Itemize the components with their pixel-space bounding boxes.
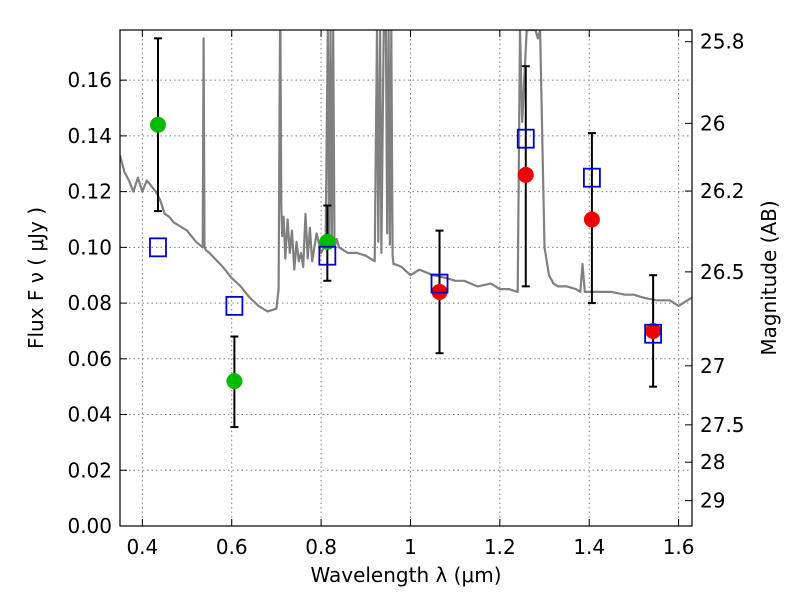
y-tick-label: 0.08 bbox=[67, 291, 112, 315]
x-tick-label: 0.8 bbox=[305, 535, 337, 559]
right-tick-label: 26.5 bbox=[700, 260, 745, 284]
x-tick-label: 1 bbox=[404, 535, 417, 559]
photometry-point bbox=[226, 373, 243, 390]
photometry-point bbox=[645, 322, 662, 339]
y-tick-label: 0.06 bbox=[67, 347, 112, 371]
y-tick-label: 0.16 bbox=[67, 68, 112, 92]
x-tick-label: 0.4 bbox=[126, 535, 158, 559]
right-tick-label: 27 bbox=[700, 354, 725, 378]
right-tick-label: 26.2 bbox=[700, 179, 745, 203]
spectrum-line bbox=[120, 30, 692, 313]
x-tick-label: 1.2 bbox=[484, 535, 516, 559]
y-tick-label: 0.14 bbox=[67, 124, 112, 148]
right-tick-label: 28 bbox=[700, 450, 725, 474]
model-square-marker bbox=[225, 295, 244, 316]
right-tick-label: 29 bbox=[700, 489, 725, 513]
model-square-marker bbox=[318, 245, 337, 266]
x-tick-label: 0.6 bbox=[216, 535, 248, 559]
x-axis-title: Wavelength λ (μm) bbox=[310, 563, 501, 587]
photometry-point bbox=[517, 166, 534, 183]
right-axis-title: Magnitude (AB) bbox=[757, 200, 781, 355]
right-tick-label: 26 bbox=[700, 111, 725, 135]
photometry-point bbox=[149, 116, 166, 133]
right-tick-label: 25.8 bbox=[700, 30, 745, 54]
data-markers bbox=[149, 116, 663, 390]
plot-frame bbox=[119, 29, 693, 527]
model-square-marker bbox=[583, 167, 601, 188]
photometry-point bbox=[319, 233, 336, 250]
y-axis-title: Flux F ν ( μJy ) bbox=[24, 207, 48, 349]
grid bbox=[120, 30, 692, 526]
x-tick-label: 1.4 bbox=[573, 535, 605, 559]
y-tick-label: 0.00 bbox=[67, 514, 112, 538]
photometry-point bbox=[583, 211, 600, 228]
x-tick-label: 1.6 bbox=[663, 535, 695, 559]
ticks: 0.4 0.6 0.8 1 1.2 1.4 1.6 0.00 0.02 0.04 0.06 0.08 0… bbox=[67, 30, 744, 559]
right-tick-label: 27.5 bbox=[700, 413, 745, 437]
y-tick-label: 0.02 bbox=[67, 458, 112, 482]
spectrum-curve-group bbox=[120, 30, 692, 313]
model-square-marker bbox=[516, 128, 535, 149]
model-square-marker bbox=[149, 237, 167, 258]
y-tick-label: 0.10 bbox=[67, 235, 112, 259]
y-tick-label: 0.04 bbox=[67, 403, 112, 427]
y-tick-label: 0.12 bbox=[67, 180, 112, 204]
model-square-marker bbox=[644, 323, 663, 344]
model-square-marker bbox=[430, 273, 449, 294]
